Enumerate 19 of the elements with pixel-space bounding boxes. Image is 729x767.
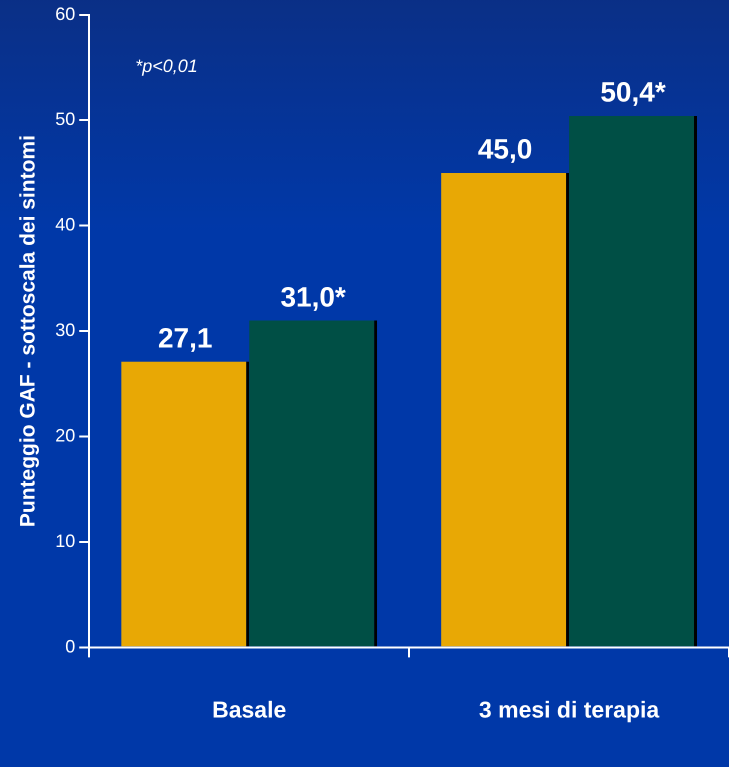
y-tick-label: 0 xyxy=(65,636,76,656)
data-label: 45,0 xyxy=(478,134,532,165)
y-tick-label: 30 xyxy=(55,320,76,340)
x-tick-label: 3 mesi di terapia xyxy=(478,696,660,723)
annotation: *p<0,01 xyxy=(135,56,198,76)
y-tick-label: 10 xyxy=(55,530,76,551)
bar xyxy=(121,362,246,646)
data-label: 27,1 xyxy=(158,322,212,354)
y-tick-label: 50 xyxy=(55,109,76,130)
y-axis-title: Punteggio GAF - sottoscala dei sintomi xyxy=(16,135,40,528)
x-tick-label: Basale xyxy=(212,696,286,723)
data-label: 50,4* xyxy=(600,76,666,108)
bar xyxy=(569,116,694,646)
y-tick-label: 60 xyxy=(55,4,76,24)
bar xyxy=(441,172,566,646)
data-label: 31,0* xyxy=(280,281,346,312)
y-tick-label: 40 xyxy=(55,214,76,235)
y-tick-label: 20 xyxy=(55,426,76,446)
bar xyxy=(249,320,374,646)
